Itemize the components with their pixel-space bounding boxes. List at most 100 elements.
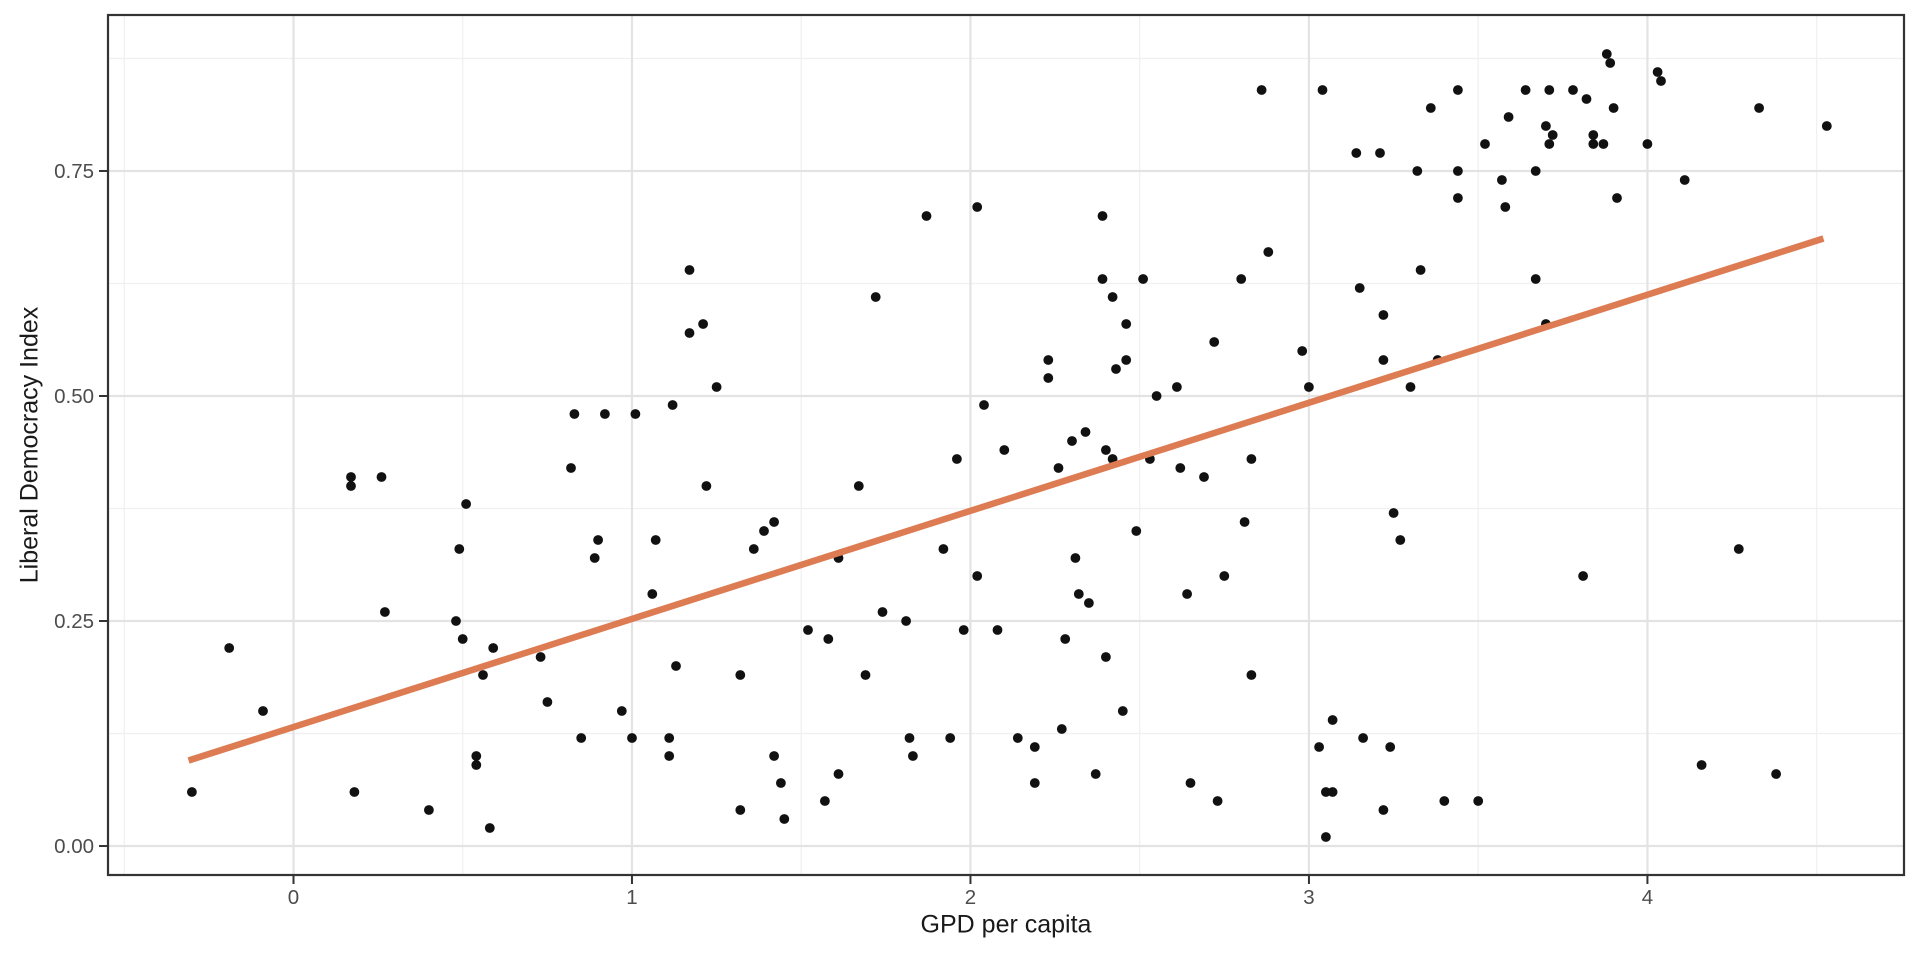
data-point <box>748 544 759 554</box>
data-point <box>992 625 1003 635</box>
data-point <box>1453 166 1463 176</box>
x-tick-label: 4 <box>1642 886 1653 909</box>
data-point <box>1182 589 1192 599</box>
data-point <box>1581 94 1592 104</box>
data-point <box>1070 553 1081 563</box>
data-point <box>1530 166 1541 176</box>
data-point <box>1544 139 1555 149</box>
data-point <box>1588 139 1599 149</box>
trend-line <box>187 235 1825 764</box>
x-tick-label: 0 <box>288 886 299 909</box>
data-point <box>1375 148 1385 158</box>
data-point <box>471 751 482 761</box>
data-point <box>904 733 915 743</box>
data-point <box>1097 211 1108 221</box>
data-point <box>1821 121 1832 131</box>
data-point <box>803 625 813 635</box>
data-point <box>769 751 779 761</box>
y-tick-label: 0.50 <box>54 385 94 408</box>
data-point <box>1219 571 1230 581</box>
data-point <box>1453 193 1463 203</box>
data-point <box>488 643 499 653</box>
data-point <box>711 382 722 392</box>
data-point <box>1771 769 1781 779</box>
data-point <box>1480 139 1490 149</box>
data-point <box>820 796 830 806</box>
data-point <box>1601 49 1612 59</box>
data-point <box>952 454 962 464</box>
data-point <box>569 409 580 419</box>
data-point <box>1138 274 1148 284</box>
data-point <box>600 409 610 419</box>
tick-marks <box>99 169 1649 884</box>
data-point <box>627 733 637 743</box>
data-point <box>542 697 553 707</box>
data-point <box>1733 544 1744 554</box>
data-point <box>938 544 949 554</box>
data-point <box>1246 670 1257 680</box>
y-tick-label: 0.00 <box>54 835 94 858</box>
y-tick-label: 0.75 <box>54 160 94 183</box>
data-point <box>484 823 495 833</box>
data-point <box>877 607 888 617</box>
data-point <box>1246 454 1257 464</box>
data-point <box>1425 103 1436 113</box>
data-point <box>945 733 956 743</box>
data-point <box>958 625 969 635</box>
data-point <box>1388 508 1399 518</box>
data-point <box>921 211 932 221</box>
data-point <box>1354 283 1365 293</box>
data-point <box>1378 310 1389 320</box>
data-point <box>1304 382 1314 392</box>
data-point <box>901 616 911 626</box>
data-point <box>1043 355 1054 365</box>
data-point <box>380 607 390 617</box>
data-point <box>1656 76 1666 86</box>
data-point <box>1642 139 1653 149</box>
data-point <box>1696 760 1707 770</box>
data-point <box>593 535 603 545</box>
data-point <box>258 706 268 716</box>
data-point <box>1378 355 1389 365</box>
data-point <box>759 526 769 536</box>
data-point <box>1209 337 1220 347</box>
data-point <box>1412 166 1423 176</box>
data-point <box>1652 67 1663 77</box>
data-point <box>630 409 641 419</box>
data-point <box>1405 382 1416 392</box>
minor-gridlines <box>108 15 1904 875</box>
data-point <box>1236 274 1247 284</box>
data-point <box>1544 85 1555 95</box>
data-point <box>1172 382 1182 392</box>
data-point <box>1327 715 1338 725</box>
data-point <box>684 265 695 275</box>
data-point <box>1754 103 1764 113</box>
data-point <box>735 805 746 815</box>
data-point <box>1256 85 1267 95</box>
data-points <box>187 49 1832 842</box>
data-point <box>224 643 235 653</box>
data-point <box>1084 598 1094 608</box>
data-point <box>1107 292 1118 302</box>
data-point <box>698 319 708 329</box>
data-point <box>664 751 675 761</box>
data-point <box>1395 535 1406 545</box>
data-point <box>1500 202 1511 212</box>
data-point <box>1097 274 1108 284</box>
data-point <box>589 553 600 563</box>
data-point <box>853 481 864 491</box>
data-point <box>187 787 197 797</box>
data-point <box>1598 139 1609 149</box>
data-point <box>1239 517 1250 527</box>
data-point <box>972 202 983 212</box>
data-point <box>1090 769 1101 779</box>
data-point <box>1029 778 1040 788</box>
data-point <box>349 787 360 797</box>
data-point <box>1101 445 1111 455</box>
data-point <box>1415 265 1426 275</box>
data-point <box>1029 742 1040 752</box>
data-point <box>616 706 627 716</box>
data-point <box>1497 175 1507 185</box>
